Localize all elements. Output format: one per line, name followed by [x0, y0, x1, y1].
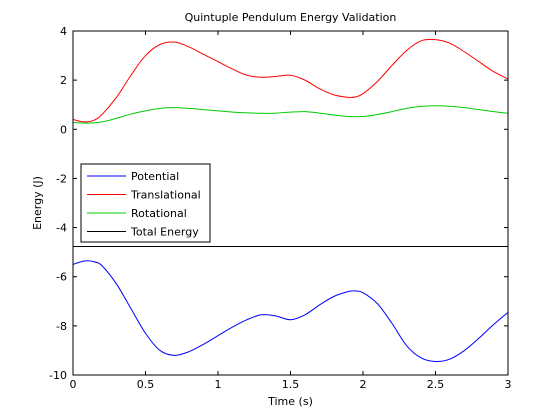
- y-tick-label: -6: [56, 271, 67, 284]
- y-tick-label: -4: [56, 222, 67, 235]
- chart-title: Quintuple Pendulum Energy Validation: [185, 11, 397, 24]
- x-tick-label: 2: [360, 378, 367, 391]
- y-tick-label: -10: [49, 369, 67, 382]
- y-axis-label: Energy (J): [31, 176, 44, 230]
- x-tick-label: 0: [70, 378, 77, 391]
- x-tick-label: 1.5: [282, 378, 300, 391]
- legend-label-rotational: Rotational: [131, 207, 187, 220]
- y-tick-label: 2: [60, 74, 67, 87]
- x-tick-label: 3: [505, 378, 512, 391]
- x-tick-label: 1: [215, 378, 222, 391]
- series-line-potential: [73, 260, 508, 363]
- x-tick-label: 2.5: [427, 378, 445, 391]
- series-line-translational: [73, 38, 508, 123]
- x-tick-label: 0.5: [137, 378, 155, 391]
- series-line-rotational: [73, 105, 508, 124]
- legend-label-translational: Translational: [130, 189, 201, 202]
- y-tick-label: 0: [60, 123, 67, 136]
- y-tick-label: -2: [56, 172, 67, 185]
- legend-box: [80, 163, 211, 243]
- legend-label-total-energy: Total Energy: [130, 226, 199, 239]
- y-tick-label: -8: [56, 320, 67, 333]
- y-tick-label: 4: [60, 25, 67, 38]
- x-axis-label: Time (s): [267, 395, 313, 408]
- legend-label-potential: Potential: [131, 170, 179, 183]
